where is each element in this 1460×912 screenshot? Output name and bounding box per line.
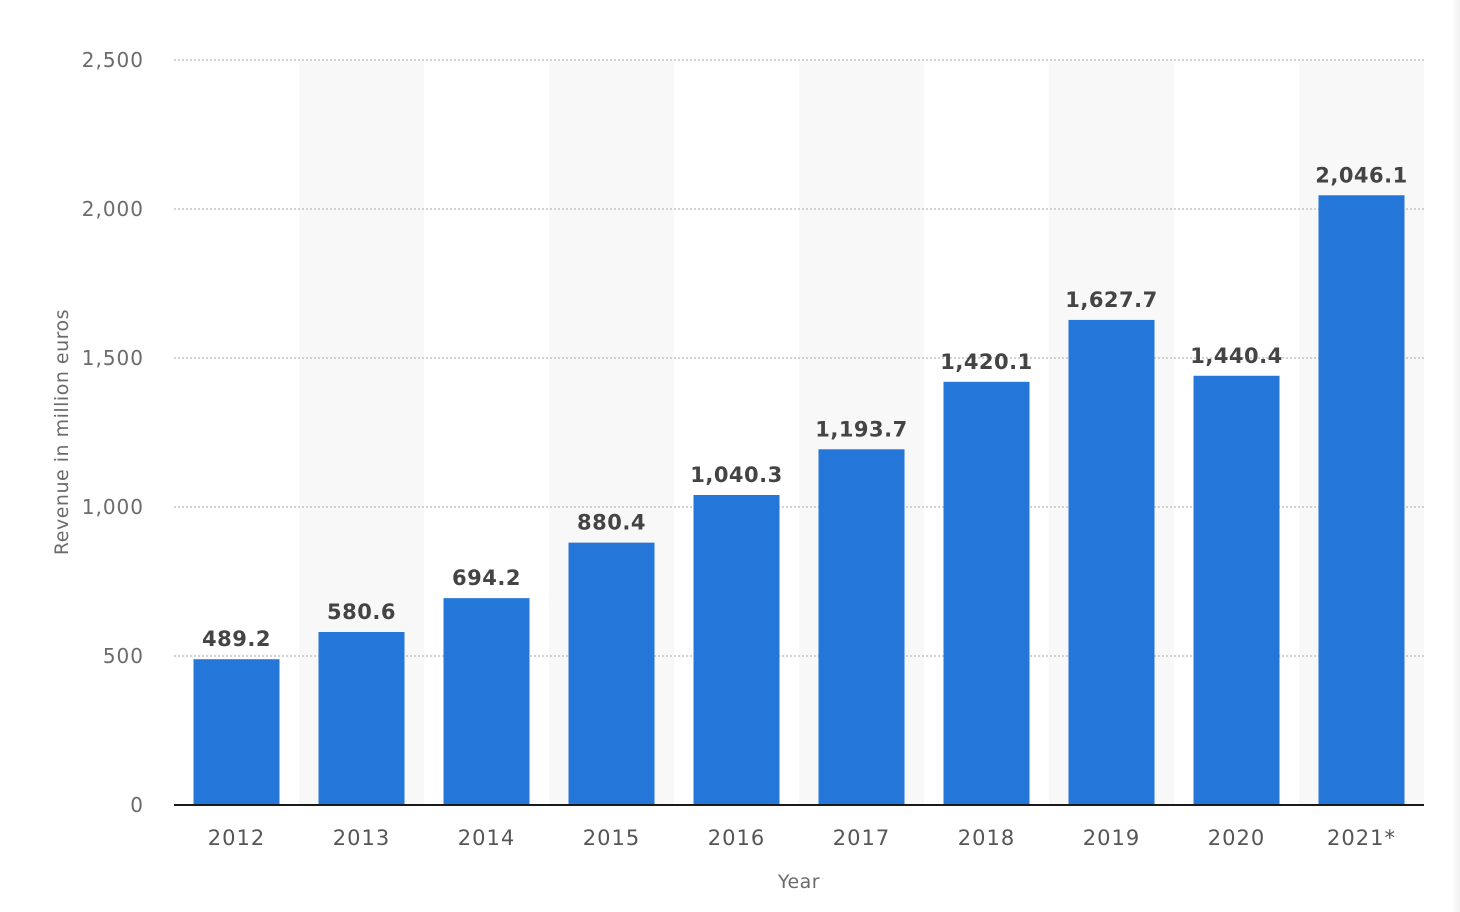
y-tick-label: 500 bbox=[103, 644, 144, 668]
x-tick-label: 2021* bbox=[1327, 826, 1396, 850]
bars bbox=[193, 195, 1405, 805]
bar-value-label: 1,040.3 bbox=[690, 463, 783, 487]
bar[interactable] bbox=[1193, 375, 1280, 805]
y-tick-label: 1,500 bbox=[82, 346, 144, 370]
bar[interactable] bbox=[443, 598, 530, 805]
bar-value-label: 1,420.1 bbox=[940, 350, 1033, 374]
bar-value-label: 1,193.7 bbox=[815, 417, 908, 441]
bar[interactable] bbox=[318, 631, 405, 805]
x-tick-label: 2016 bbox=[708, 826, 765, 850]
x-tick-label: 2015 bbox=[583, 826, 640, 850]
y-tick-label: 1,000 bbox=[82, 495, 144, 519]
bar[interactable] bbox=[1318, 195, 1405, 805]
bar[interactable] bbox=[568, 542, 655, 805]
page-edge-shadow bbox=[1452, 0, 1460, 912]
x-axis-title: Year bbox=[777, 871, 820, 893]
bar[interactable] bbox=[1068, 319, 1155, 805]
bar-value-label: 489.2 bbox=[202, 627, 271, 651]
bar[interactable] bbox=[693, 494, 780, 805]
x-axis-ticks: 2012 2013 2014 2015 2016 2017 2018 2019 2020 2021… bbox=[208, 826, 1396, 850]
y-axis-ticks: 0 500 1,000 1,500 2,000 2,500 bbox=[82, 48, 144, 817]
bar-value-label: 580.6 bbox=[327, 600, 396, 624]
x-tick-label: 2017 bbox=[833, 826, 890, 850]
bar-value-label: 1,627.7 bbox=[1065, 288, 1158, 312]
bar-value-label: 880.4 bbox=[577, 511, 646, 535]
bar-value-label: 694.2 bbox=[452, 566, 521, 590]
y-axis-title: Revenue in million euros bbox=[51, 309, 73, 555]
x-tick-label: 2019 bbox=[1083, 826, 1140, 850]
bar-value-label: 1,440.4 bbox=[1190, 344, 1283, 368]
x-tick-label: 2018 bbox=[958, 826, 1015, 850]
bar[interactable] bbox=[193, 659, 280, 805]
data-labels: 489.2 580.6 694.2 880.4 1,040.3 1,193.7 1,420.… bbox=[202, 163, 1408, 651]
x-tick-label: 2020 bbox=[1208, 826, 1265, 850]
bar-value-label: 2,046.1 bbox=[1315, 163, 1408, 187]
bar[interactable] bbox=[943, 381, 1030, 805]
x-tick-label: 2013 bbox=[333, 826, 390, 850]
x-tick-label: 2012 bbox=[208, 826, 265, 850]
y-tick-label: 2,000 bbox=[82, 197, 144, 221]
x-tick-label: 2014 bbox=[458, 826, 515, 850]
bar[interactable] bbox=[818, 449, 905, 805]
y-tick-label: 0 bbox=[130, 793, 144, 817]
y-tick-label: 2,500 bbox=[82, 48, 144, 72]
